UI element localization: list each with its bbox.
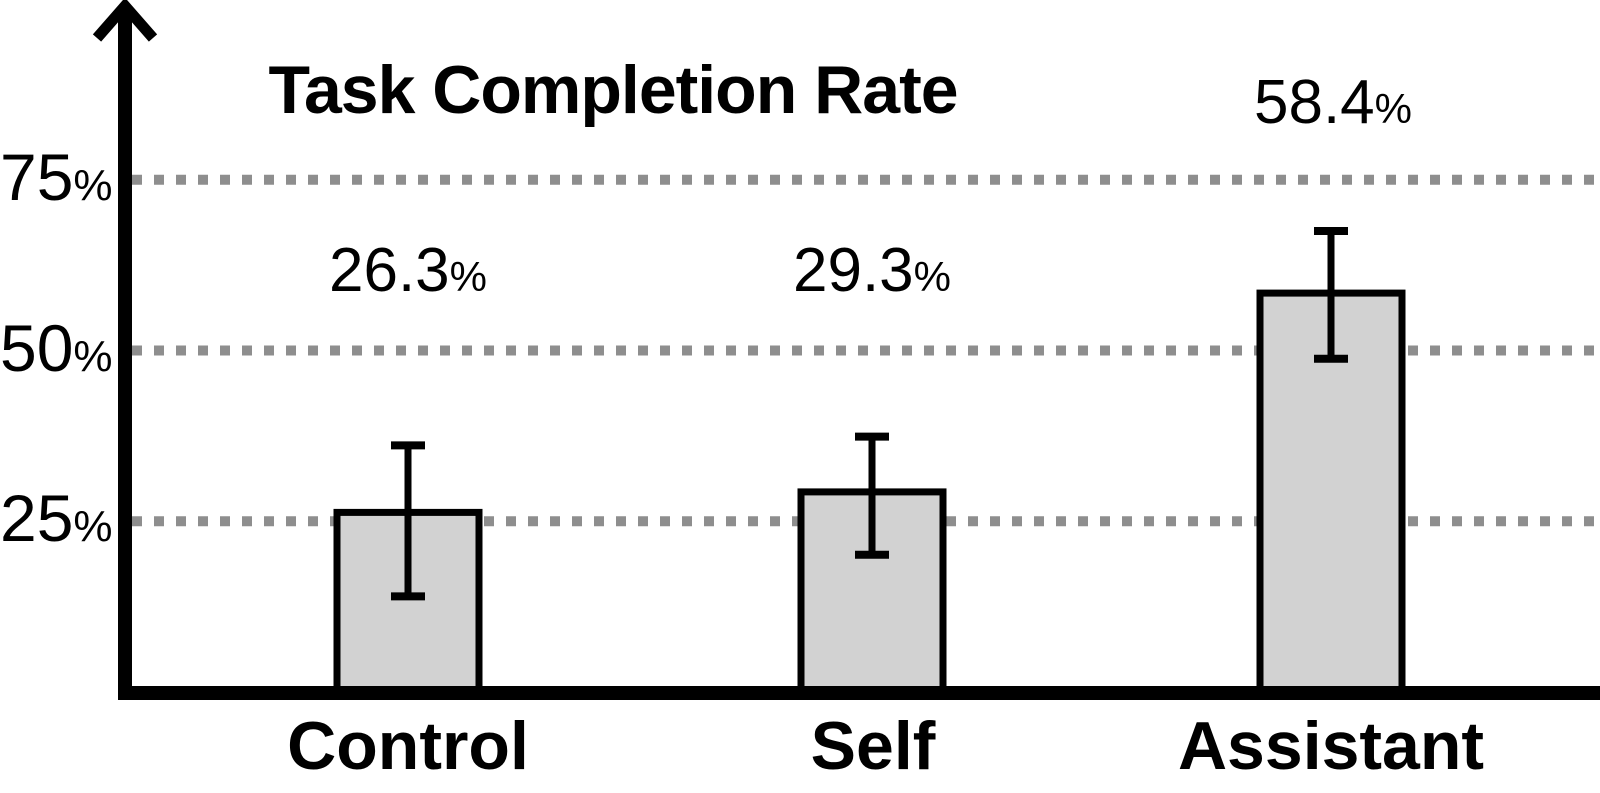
y-tick-value: 75 <box>0 140 74 214</box>
value-number: 58.4 <box>1253 68 1375 137</box>
value-label-assistant: 58.4% <box>1254 72 1412 134</box>
value-label-self: 29.3% <box>793 240 951 302</box>
percent-sign: % <box>73 161 113 210</box>
value-number: 26.3 <box>328 236 450 305</box>
x-axis-line <box>118 686 1600 700</box>
percent-sign: % <box>449 253 488 300</box>
percent-sign: % <box>913 253 952 300</box>
y-tick-75: 75% <box>0 144 113 210</box>
value-number: 29.3 <box>792 236 914 305</box>
y-tick-value: 50 <box>0 311 74 385</box>
percent-sign: % <box>1374 85 1413 132</box>
y-axis-line <box>118 8 132 700</box>
x-label-assistant: Assistant <box>1177 708 1485 784</box>
percent-sign: % <box>73 332 113 381</box>
percent-sign: % <box>73 502 113 551</box>
y-axis-arrow-icon <box>92 0 158 42</box>
x-label-control: Control <box>287 708 529 784</box>
chart-title: Task Completion Rate <box>268 52 958 128</box>
y-tick-25: 25% <box>0 485 113 551</box>
y-tick-value: 25 <box>0 481 74 555</box>
x-label-self: Self <box>810 708 936 784</box>
y-tick-50: 50% <box>0 315 113 381</box>
value-label-control: 26.3% <box>329 240 487 302</box>
